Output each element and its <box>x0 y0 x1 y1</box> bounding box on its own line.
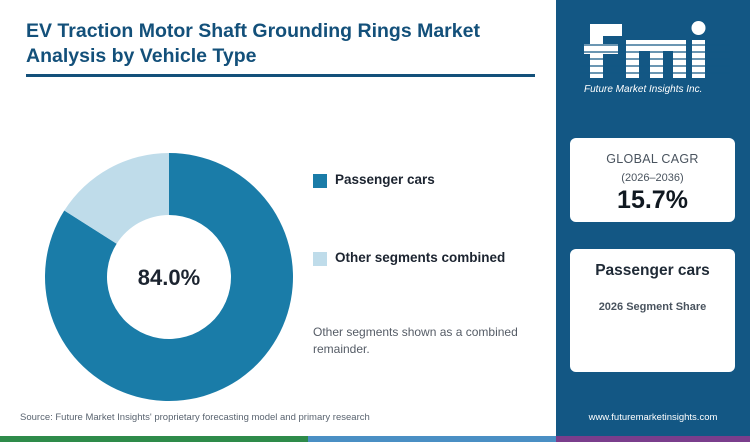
logo-tagline: Future Market Insights Inc. <box>584 84 702 95</box>
cagr-card: GLOBAL CAGR (2026–2036) 15.7% <box>570 138 735 222</box>
donut-slice-other-segments-combined <box>64 153 169 244</box>
segment-card: Passenger cars 2026 Segment Share <box>570 249 735 372</box>
cagr-value: 15.7% <box>617 186 688 214</box>
bottom-bar-blue <box>308 436 556 442</box>
donut-slice-passenger-cars <box>44 153 294 401</box>
legend-swatch-passenger-cars <box>313 174 327 188</box>
legend-label: Passenger cars <box>335 172 435 187</box>
bottom-color-bar <box>0 436 750 442</box>
bottom-bar-purple <box>556 436 750 442</box>
segment-name: Passenger cars <box>595 262 710 279</box>
chart-title: EV Traction Motor Shaft Grounding Rings … <box>26 20 480 67</box>
fmi-logo: Future Market Insights Inc. <box>580 21 730 95</box>
website-link[interactable]: www.futuremarketinsights.com <box>588 412 718 423</box>
main-panel: EV Traction Motor Shaft Grounding Rings … <box>20 20 535 423</box>
title-underline <box>26 74 535 77</box>
chart-note: Other segments shown as a combined remai… <box>313 325 518 356</box>
segment-description: 2026 Segment Share <box>598 301 707 313</box>
cagr-period: (2026–2036) <box>621 172 684 184</box>
source-note: Source: Future Market Insights' propriet… <box>20 412 370 423</box>
legend-label: Other segments combined <box>335 250 506 265</box>
donut-chart: 84.0% <box>44 153 294 401</box>
legend-swatch-other-segments <box>313 252 327 266</box>
sidebar: Future Market Insights Inc. GLOBAL CAGR … <box>556 0 750 436</box>
cagr-label: GLOBAL CAGR <box>606 152 699 166</box>
bottom-bar-green <box>0 436 308 442</box>
donut-center-label: 84.0% <box>138 265 200 290</box>
